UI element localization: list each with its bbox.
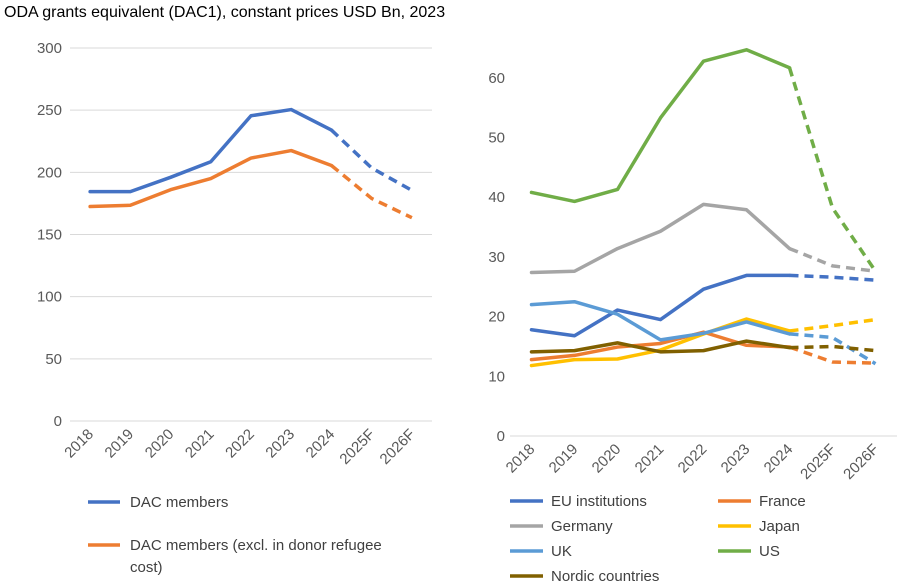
x-tick-label: 2026F bbox=[840, 441, 882, 483]
x-tick-label: 2023 bbox=[718, 441, 754, 477]
x-tick-label: 2022 bbox=[222, 426, 258, 462]
series-forecast-line-nordic-countries bbox=[789, 344, 876, 353]
x-tick-label: 2025F bbox=[336, 426, 378, 468]
legend-label-germany: Germany bbox=[551, 518, 613, 535]
x-tick-label: 2022 bbox=[675, 441, 711, 477]
y-tick-label: 200 bbox=[37, 164, 62, 181]
series-line-france bbox=[529, 330, 792, 362]
legend-label-uk: UK bbox=[551, 543, 572, 560]
legend-label-line: cost) bbox=[130, 559, 163, 576]
y-tick-label: 30 bbox=[488, 249, 505, 266]
x-tick-label: 2018 bbox=[503, 441, 539, 477]
x-tick-label: 2019 bbox=[102, 426, 138, 462]
y-tick-label: 300 bbox=[37, 40, 62, 57]
legend-label-line: DAC members (excl. in donor refugee bbox=[130, 537, 382, 554]
legend-label-dac-members-excl-in-donor-refugee-cost: DAC members (excl. in donor refugee cost) bbox=[130, 537, 382, 576]
y-tick-label: 50 bbox=[45, 351, 62, 368]
legend-label-japan: Japan bbox=[759, 518, 800, 535]
series-forecast-line-japan bbox=[789, 317, 876, 333]
chart-title: ODA grants equivalent (DAC1), constant p… bbox=[4, 4, 446, 21]
y-tick-label: 60 bbox=[488, 70, 505, 87]
x-tick-label: 2021 bbox=[632, 441, 668, 477]
legend-label-france: France bbox=[759, 493, 806, 510]
y-tick-label: 100 bbox=[37, 289, 62, 306]
x-tick-label: 2025F bbox=[797, 441, 839, 483]
x-tick-label: 2024 bbox=[303, 426, 339, 462]
x-tick-label: 2024 bbox=[761, 441, 797, 477]
series-line-nordic-countries bbox=[529, 339, 792, 354]
legend-label-nordic-countries: Nordic countries bbox=[551, 568, 659, 585]
x-tick-label: 2019 bbox=[546, 441, 582, 477]
y-tick-label: 150 bbox=[37, 227, 62, 244]
y-tick-label: 0 bbox=[54, 413, 62, 430]
series-forecast-line-us bbox=[787, 67, 877, 273]
series-line-japan bbox=[529, 317, 792, 368]
x-tick-label: 2020 bbox=[142, 426, 178, 462]
x-tick-label: 2023 bbox=[262, 426, 298, 462]
legend-label-eu-institutions: EU institutions bbox=[551, 493, 647, 510]
series-line-dac-members bbox=[88, 107, 334, 194]
series-forecast-line-dac-members-excl-in-donor-refugee-cost bbox=[330, 164, 413, 220]
x-tick-label: 2018 bbox=[61, 426, 97, 462]
series-line-eu-institutions bbox=[529, 273, 792, 338]
x-tick-label: 2026F bbox=[377, 426, 419, 468]
series-forecast-line-france bbox=[788, 345, 876, 365]
y-tick-label: 50 bbox=[488, 130, 505, 147]
y-tick-label: 40 bbox=[488, 189, 505, 206]
x-tick-label: 2021 bbox=[182, 426, 218, 462]
y-tick-label: 250 bbox=[37, 102, 62, 119]
series-forecast-line-uk bbox=[789, 332, 877, 366]
series-line-dac-members-excl-in-donor-refugee-cost bbox=[88, 148, 334, 209]
series-forecast-line-eu-institutions bbox=[789, 273, 876, 282]
series-forecast-line-germany bbox=[788, 246, 876, 273]
series-forecast-line-dac-members bbox=[330, 128, 413, 192]
y-tick-label: 0 bbox=[497, 428, 505, 445]
series-line-us bbox=[529, 48, 792, 204]
series-line-uk bbox=[529, 299, 792, 342]
y-tick-label: 10 bbox=[488, 368, 505, 385]
x-tick-label: 2020 bbox=[589, 441, 625, 477]
legend-label-dac-members: DAC members bbox=[130, 494, 228, 511]
y-tick-label: 20 bbox=[488, 309, 505, 326]
series-line-germany bbox=[529, 202, 792, 275]
legend-label-us: US bbox=[759, 543, 780, 560]
